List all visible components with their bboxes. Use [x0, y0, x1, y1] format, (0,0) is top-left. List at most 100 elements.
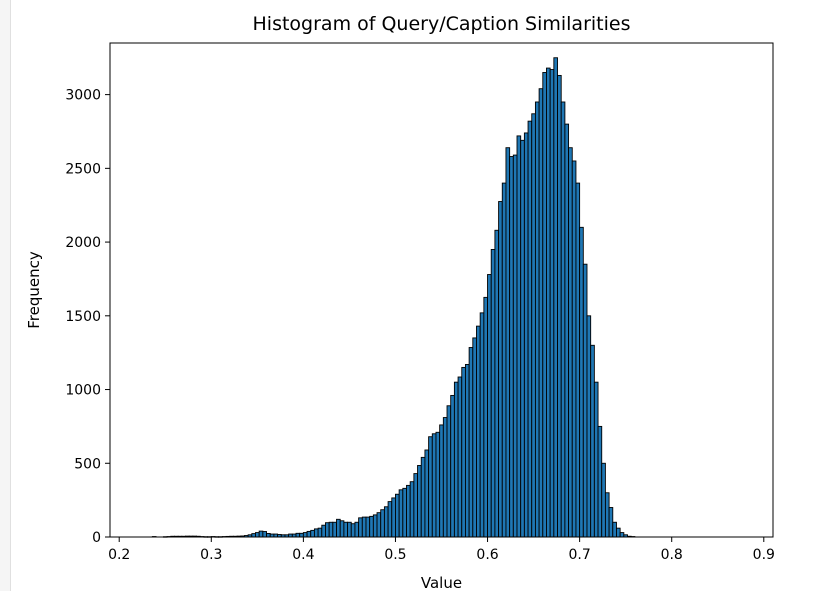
histogram-bar	[255, 532, 260, 538]
x-tick-label: 0.4	[292, 547, 314, 563]
histogram-bar	[505, 147, 511, 538]
histogram-bar	[372, 514, 378, 538]
histogram-bar	[557, 74, 562, 538]
histogram-bar	[534, 101, 540, 538]
histogram-bar	[479, 312, 485, 538]
chart-title: Histogram of Query/Caption Similarities	[253, 13, 631, 35]
y-tick-label: 2500	[65, 161, 101, 177]
histogram-bar	[361, 516, 367, 538]
histogram-bar	[464, 364, 470, 538]
histogram-bar	[328, 521, 334, 538]
histogram-bar	[490, 248, 496, 538]
histogram-bars	[151, 57, 636, 538]
histogram-bar	[266, 533, 271, 538]
histogram-bar	[619, 532, 625, 538]
histogram-bar	[461, 366, 466, 538]
histogram-bar	[582, 263, 588, 538]
x-axis-label: Value	[421, 574, 462, 591]
histogram-bar	[347, 521, 352, 538]
histogram-bar	[380, 509, 385, 538]
y-axis-ticks: 0 500 1000 1500 2000 2500 3000	[65, 88, 110, 546]
histogram-bar	[597, 425, 603, 538]
histogram-bar	[538, 88, 544, 538]
histogram-bar	[472, 337, 477, 538]
histogram-bar	[295, 532, 301, 538]
histogram-bar	[453, 381, 459, 538]
histogram-bar	[302, 532, 308, 538]
histogram-bar	[406, 484, 411, 538]
y-tick-label: 1000	[65, 383, 101, 399]
histogram-bar	[498, 201, 503, 538]
histogram-bar	[325, 522, 330, 538]
histogram-bar	[339, 520, 345, 538]
histogram-bar	[417, 465, 422, 538]
histogram-bar	[387, 501, 393, 538]
histogram-bar	[501, 182, 507, 538]
x-tick-label: 0.5	[384, 547, 406, 563]
histogram-bar	[516, 135, 522, 538]
histogram-bar	[546, 67, 551, 538]
histogram-bar	[560, 101, 566, 538]
histogram-bar	[398, 489, 404, 538]
histogram-bar	[487, 274, 492, 538]
histogram-bar	[531, 113, 536, 538]
histogram-bar	[402, 487, 407, 538]
histogram-bar	[553, 57, 558, 538]
histogram-bar	[523, 132, 529, 538]
histogram-bar	[586, 315, 592, 538]
histogram-bar	[365, 516, 371, 538]
histogram-bar	[512, 154, 518, 538]
histogram-bar	[612, 521, 617, 538]
histogram-bar	[251, 533, 256, 538]
histogram-bar	[332, 521, 337, 538]
histogram-bar	[435, 431, 441, 538]
histogram-bar	[383, 506, 389, 538]
histogram-bar	[590, 344, 595, 538]
histogram-bar	[395, 493, 400, 538]
y-tick-label: 0	[92, 530, 101, 546]
y-tick-label: 2000	[65, 235, 101, 251]
histogram-bar	[354, 521, 360, 538]
histogram-bar	[593, 381, 599, 538]
histogram-bar	[409, 481, 415, 538]
y-tick-label: 3000	[65, 88, 101, 104]
histogram-bar	[336, 518, 341, 538]
histogram-bar	[483, 296, 488, 538]
notebook-gutter	[0, 0, 11, 591]
x-tick-label: 0.2	[108, 547, 130, 563]
x-tick-label: 0.8	[661, 547, 683, 563]
histogram-bar	[575, 182, 581, 538]
histogram-bar	[431, 433, 437, 538]
histogram-bar	[299, 532, 304, 538]
histogram-bar	[391, 497, 396, 538]
histogram-bar	[439, 424, 444, 538]
histogram-bar	[420, 456, 426, 538]
histogram-bar	[317, 527, 323, 538]
histogram-bar	[520, 139, 525, 538]
histogram-bar	[413, 473, 419, 538]
x-axis-ticks: 0.2 0.3 0.4 0.5 0.6 0.7 0.8 0.9	[108, 537, 775, 563]
histogram-bar	[321, 524, 326, 538]
histogram-bar	[476, 325, 481, 538]
histogram-bar	[549, 69, 555, 538]
y-tick-label: 1500	[65, 309, 101, 325]
histogram-bar	[350, 523, 356, 538]
x-tick-label: 0.3	[200, 547, 222, 563]
histogram-bar	[616, 527, 621, 538]
histogram-bar	[258, 530, 264, 538]
histogram-bar	[564, 123, 570, 538]
histogram-bar	[568, 147, 573, 538]
histogram-bar	[457, 376, 463, 538]
histogram-bar	[262, 531, 267, 538]
histogram-bar	[442, 417, 448, 538]
histogram-bar	[310, 529, 315, 538]
histogram-bar	[424, 449, 430, 538]
x-tick-label: 0.7	[568, 547, 590, 563]
y-tick-label: 500	[74, 456, 101, 472]
histogram-bar	[343, 521, 349, 538]
histogram-bar	[468, 347, 474, 538]
histogram-bar	[608, 507, 614, 538]
histogram-bar	[604, 492, 610, 538]
histogram-bar	[369, 515, 374, 538]
